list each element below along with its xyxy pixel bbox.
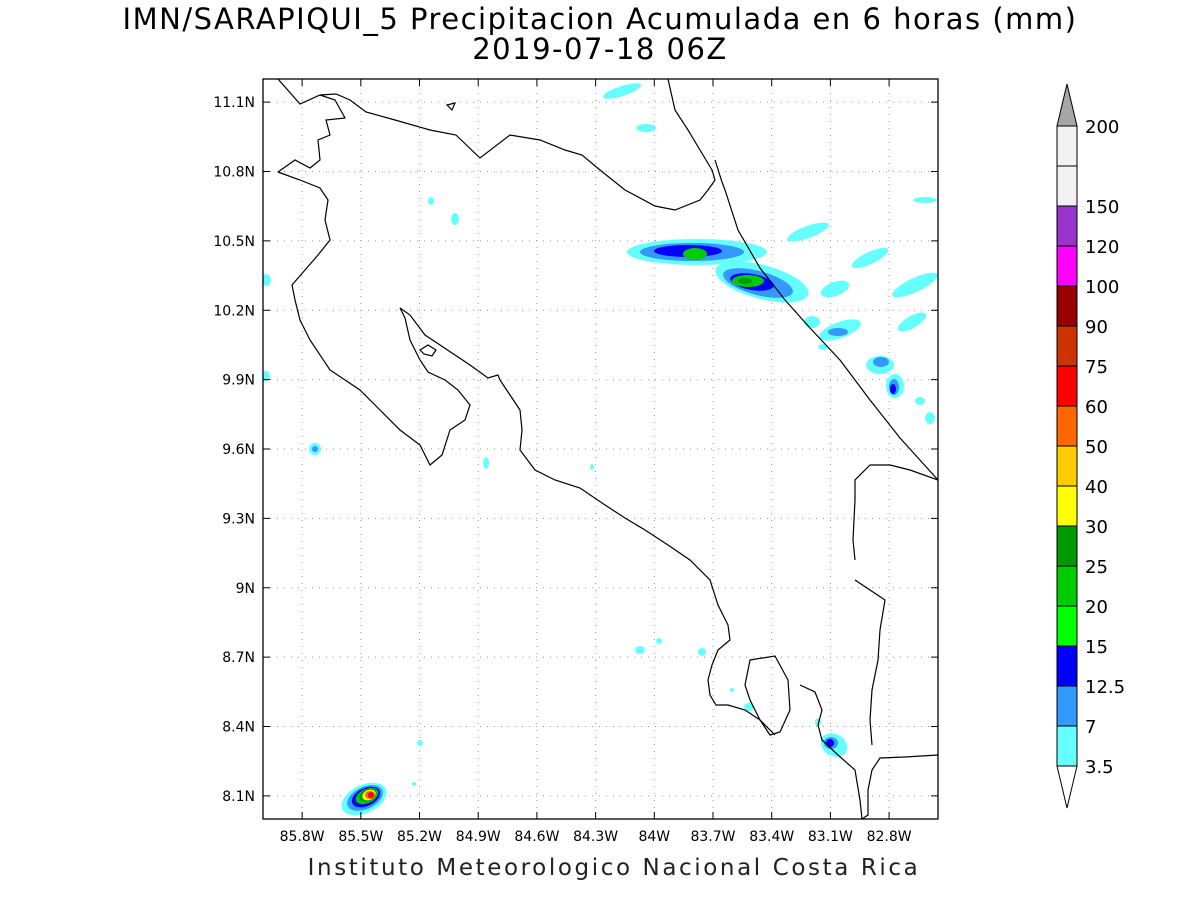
footer-credit: Instituto Meteorologico Nacional Costa R… xyxy=(307,855,921,881)
colorbar-level-label: 12.5 xyxy=(1085,677,1125,698)
colorbar-swatch xyxy=(1056,485,1078,527)
lat-tick-label: 9.6N xyxy=(222,442,255,458)
lat-tick-label: 8.4N xyxy=(222,720,255,736)
map-frame xyxy=(262,78,939,820)
precip-band-northeast xyxy=(602,83,938,424)
lat-tick-label: 10.2N xyxy=(213,303,255,319)
lon-tick-label: 85.8W xyxy=(280,829,325,845)
lon-tick-label: 84.9W xyxy=(456,829,501,845)
lon-tick-label: 84W xyxy=(638,829,670,845)
colorbar-swatch xyxy=(1056,405,1078,447)
colorbar-level-label: 75 xyxy=(1085,357,1108,378)
colorbar-swatch xyxy=(1056,365,1078,407)
colorbar-swatch xyxy=(1056,445,1078,487)
lon-tick-label: 83.7W xyxy=(690,829,735,845)
colorbar-level-label: 20 xyxy=(1085,597,1108,618)
map-subtitle-date: 2019-07-18 06Z xyxy=(472,32,728,66)
colorbar-level-label: 50 xyxy=(1085,437,1108,458)
colorbar-swatch xyxy=(1056,325,1078,367)
lon-tick-label: 85.5W xyxy=(338,829,383,845)
colorbar-level-label: 15 xyxy=(1085,637,1108,658)
lat-tick-label: 10.5N xyxy=(213,234,255,250)
lat-tick-label: 9.3N xyxy=(222,511,255,527)
lon-tick-label: 83.4W xyxy=(749,829,794,845)
colorbar-swatch xyxy=(1056,525,1078,567)
coastlines xyxy=(277,79,938,819)
lat-tick-label: 9N xyxy=(236,581,255,597)
colorbar-level-label: 7 xyxy=(1085,717,1096,738)
lat-tick-label: 9.9N xyxy=(222,373,255,389)
colorbar-swatch xyxy=(1056,645,1078,687)
colorbar-swatch xyxy=(1056,205,1078,247)
colorbar-level-label: 90 xyxy=(1085,317,1108,338)
colorbar-swatch xyxy=(1056,245,1078,287)
lat-tick-label: 10.8N xyxy=(213,165,255,181)
lon-tick-label: 83.1W xyxy=(808,829,853,845)
colorbar-swatch xyxy=(1056,565,1078,607)
map-title: IMN/SARAPIQUI_5 Precipitacion Acumulada … xyxy=(122,2,1078,36)
colorbar-swatch xyxy=(1056,285,1078,327)
lat-tick-label: 8.1N xyxy=(222,789,255,805)
colorbar-level-label: 30 xyxy=(1085,517,1108,538)
lon-tick-label: 84.6W xyxy=(514,829,559,845)
colorbar-level-label: 100 xyxy=(1085,277,1119,298)
colorbar-swatch xyxy=(1056,605,1078,647)
colorbar-top-arrow xyxy=(1056,83,1078,127)
precip-field xyxy=(263,83,938,816)
map-grid xyxy=(263,79,938,819)
colorbar-level-label: 25 xyxy=(1085,557,1108,578)
colorbar-swatch xyxy=(1056,165,1078,207)
colorbar-bottom-arrow xyxy=(1056,765,1078,809)
colorbar-swatch xyxy=(1056,725,1078,767)
colorbar-level-label: 120 xyxy=(1085,237,1119,258)
colorbar-swatch xyxy=(1056,685,1078,727)
colorbar-level-label: 40 xyxy=(1085,477,1108,498)
precip-cell-southwest xyxy=(341,782,387,816)
lon-tick-label: 84.3W xyxy=(573,829,618,845)
precip-scattered-cells xyxy=(263,197,848,786)
lat-tick-label: 8.7N xyxy=(222,650,255,666)
colorbar-level-label: 150 xyxy=(1085,197,1119,218)
colorbar-level-label: 3.5 xyxy=(1085,757,1114,778)
lat-axis: 11.1N 10.8N 10.5N 10.2N 9.9N 9.6N 9.3N 9N 8.7N 8.… xyxy=(213,95,938,805)
lat-tick-label: 11.1N xyxy=(213,95,255,111)
colorbar-level-label: 200 xyxy=(1085,117,1119,138)
colorbar: 3.5 7 12.5 15 20 25 30 40 50 60 75 90 100 120 150 200 xyxy=(1056,83,1125,809)
lon-axis: 85.8W 85.5W 85.2W 84.9W 84.6W 84.3W 84W 83.7W 83… xyxy=(280,79,912,845)
lon-tick-label: 85.2W xyxy=(397,829,442,845)
colorbar-level-label: 60 xyxy=(1085,397,1108,418)
lon-tick-label: 82.8W xyxy=(867,829,912,845)
colorbar-swatch xyxy=(1056,125,1078,167)
